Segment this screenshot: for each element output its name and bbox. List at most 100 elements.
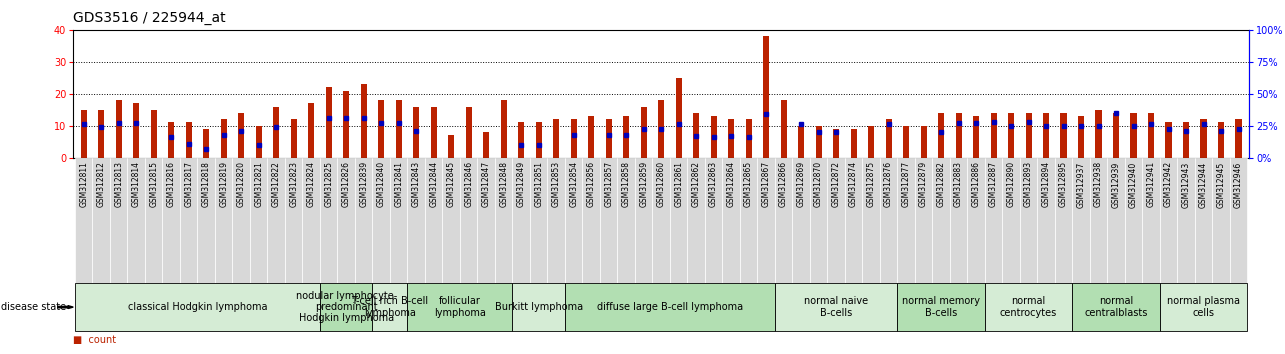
Bar <box>465 107 472 158</box>
Bar <box>1108 158 1124 283</box>
Bar <box>991 113 997 158</box>
Text: GSM312939: GSM312939 <box>1112 161 1121 207</box>
Bar <box>780 100 786 158</box>
Text: normal
centralblasts: normal centralblasts <box>1085 297 1148 318</box>
Text: GSM312814: GSM312814 <box>132 161 141 207</box>
Text: GSM312825: GSM312825 <box>324 161 333 207</box>
Bar <box>1025 113 1032 158</box>
Bar <box>267 158 285 283</box>
Text: GSM312861: GSM312861 <box>675 161 684 207</box>
Text: GSM312946: GSM312946 <box>1234 161 1243 207</box>
Text: follicular
lymphoma: follicular lymphoma <box>434 297 486 318</box>
Bar <box>1212 158 1230 283</box>
Text: GSM312890: GSM312890 <box>1006 161 1015 207</box>
Text: GSM312847: GSM312847 <box>482 161 491 207</box>
Bar <box>256 126 262 158</box>
Text: GSM312848: GSM312848 <box>499 161 508 207</box>
Bar <box>851 129 857 158</box>
Bar <box>745 119 752 158</box>
Bar <box>185 122 191 158</box>
Bar <box>653 158 669 283</box>
Bar <box>1230 158 1248 283</box>
Bar <box>478 158 495 283</box>
Bar <box>605 119 612 158</box>
Bar <box>338 158 355 283</box>
Bar <box>565 158 582 283</box>
Text: GSM312882: GSM312882 <box>937 161 946 207</box>
Bar <box>1195 158 1212 283</box>
Bar <box>75 283 320 331</box>
Text: GDS3516 / 225944_at: GDS3516 / 225944_at <box>73 11 226 25</box>
Text: normal naive
B-cells: normal naive B-cells <box>804 297 869 318</box>
Text: GSM312870: GSM312870 <box>815 161 824 207</box>
Bar <box>1160 283 1248 331</box>
Bar <box>553 119 559 158</box>
Bar <box>274 107 279 158</box>
Bar <box>378 100 384 158</box>
Bar <box>1072 283 1160 331</box>
Text: GSM312818: GSM312818 <box>202 161 211 207</box>
Text: GSM312811: GSM312811 <box>80 161 89 207</box>
Bar <box>361 84 366 158</box>
Bar <box>933 158 950 283</box>
Text: GSM312893: GSM312893 <box>1024 161 1033 207</box>
Bar <box>1020 158 1037 283</box>
Bar <box>897 158 915 283</box>
Bar <box>448 135 454 158</box>
Bar <box>518 122 524 158</box>
Text: GSM312854: GSM312854 <box>569 161 578 207</box>
Text: GSM312851: GSM312851 <box>535 161 544 207</box>
Bar <box>798 126 804 158</box>
Text: GSM312867: GSM312867 <box>762 161 771 207</box>
Text: GSM312856: GSM312856 <box>587 161 596 207</box>
Bar <box>635 158 653 283</box>
Bar <box>956 113 961 158</box>
Bar <box>1200 119 1207 158</box>
Bar <box>722 158 740 283</box>
Text: normal plasma
cells: normal plasma cells <box>1167 297 1240 318</box>
Text: GSM312864: GSM312864 <box>726 161 735 207</box>
Bar <box>1072 158 1090 283</box>
Text: GSM312845: GSM312845 <box>447 161 456 207</box>
Bar <box>833 129 839 158</box>
Bar <box>513 283 565 331</box>
Text: disease state: disease state <box>1 302 67 312</box>
Bar <box>729 119 734 158</box>
Bar <box>302 158 320 283</box>
Bar <box>775 158 793 283</box>
Bar <box>116 100 122 158</box>
Text: normal
centrocytes: normal centrocytes <box>1000 297 1058 318</box>
Bar <box>793 158 810 283</box>
Bar <box>1096 110 1101 158</box>
Text: GSM312938: GSM312938 <box>1094 161 1103 207</box>
Bar <box>81 110 87 158</box>
Bar <box>915 158 933 283</box>
Bar <box>93 158 111 283</box>
Text: GSM312826: GSM312826 <box>342 161 351 207</box>
Bar <box>483 132 490 158</box>
Text: GSM312823: GSM312823 <box>289 161 298 207</box>
Bar <box>1183 122 1189 158</box>
Bar <box>880 158 897 283</box>
Text: GSM312841: GSM312841 <box>394 161 403 207</box>
Text: ■  count: ■ count <box>73 335 117 344</box>
Bar <box>145 158 162 283</box>
Bar <box>1124 158 1142 283</box>
Text: GSM312817: GSM312817 <box>184 161 193 207</box>
Bar <box>1060 113 1067 158</box>
Text: GSM312821: GSM312821 <box>254 161 263 207</box>
Bar <box>134 103 139 158</box>
Text: GSM312877: GSM312877 <box>902 161 911 207</box>
Text: GSM312937: GSM312937 <box>1077 161 1086 207</box>
Bar <box>513 158 529 283</box>
Bar <box>1148 113 1154 158</box>
Bar <box>325 87 332 158</box>
Bar <box>536 122 542 158</box>
Text: GSM312822: GSM312822 <box>271 161 280 207</box>
Text: GSM312941: GSM312941 <box>1146 161 1155 207</box>
Text: normal memory
B-cells: normal memory B-cells <box>902 297 980 318</box>
Bar <box>203 129 209 158</box>
Bar <box>425 158 442 283</box>
Text: GSM312879: GSM312879 <box>919 161 928 207</box>
Bar <box>693 113 699 158</box>
